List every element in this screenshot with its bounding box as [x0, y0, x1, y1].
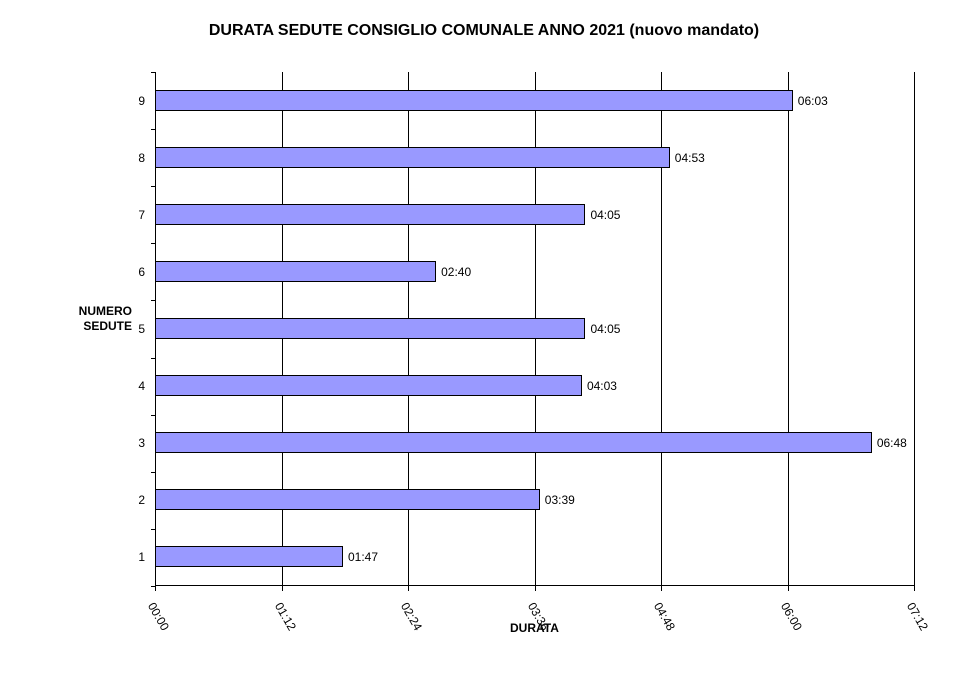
plot-area: 01:47 03:39 06:48 04:03 04:05 02:40 04:05 04:53… — [151, 72, 915, 591]
y-tick — [151, 243, 155, 245]
y-tick — [151, 186, 155, 188]
x-tick-label: 06:00 — [777, 600, 805, 634]
x-tick — [155, 586, 156, 591]
y-tick-label: 2 — [138, 493, 145, 508]
x-axis-title: DURATA — [510, 621, 559, 635]
gridline — [914, 72, 915, 586]
x-tick — [787, 586, 789, 591]
y-axis-title: NUMERO SEDUTE — [78, 304, 132, 333]
bar — [155, 489, 540, 511]
x-tick-label: 04:48 — [650, 600, 679, 634]
bar-value-label: 02:40 — [441, 264, 472, 279]
bar — [155, 432, 872, 454]
y-tick-label: 4 — [138, 379, 145, 394]
x-axis — [155, 585, 914, 586]
y-tick — [151, 586, 155, 587]
y-tick — [151, 72, 155, 73]
y-tick-label: 5 — [138, 322, 145, 336]
y-tick — [151, 300, 155, 302]
y-tick-label: 6 — [138, 264, 145, 279]
y-tick-label: 8 — [138, 150, 145, 165]
x-tick-label: 00:00 — [144, 600, 173, 634]
bar — [155, 318, 586, 339]
bar-value-label: 06:03 — [797, 93, 828, 108]
x-tick — [914, 586, 915, 591]
y-tick-label: 1 — [138, 550, 145, 565]
bar — [155, 546, 343, 568]
bar-value-label: 03:39 — [544, 493, 575, 508]
gridline — [661, 72, 662, 586]
bar-value-label: 04:05 — [590, 207, 621, 222]
chart-title: DURATA SEDUTE CONSIGLIO COMUNALE ANNO 20… — [208, 22, 760, 39]
bar-value-label: 04:53 — [674, 150, 705, 165]
x-tick — [408, 586, 409, 591]
x-tick — [661, 586, 662, 591]
bar — [155, 203, 586, 225]
bar — [155, 89, 793, 111]
x-tick-label: 07:12 — [903, 600, 932, 634]
y-tick — [151, 414, 155, 416]
x-tick — [534, 586, 536, 591]
y-tick — [151, 471, 155, 473]
x-tick — [281, 586, 283, 591]
y-tick-label: 7 — [138, 207, 145, 222]
bar-value-label: 04:03 — [586, 379, 617, 394]
y-tick — [151, 129, 155, 131]
x-tick-label: 02:24 — [397, 600, 426, 634]
x-tick-label: 01:12 — [271, 600, 299, 634]
y-tick-label: 3 — [138, 436, 145, 451]
bar — [155, 375, 582, 397]
y-tick — [151, 528, 155, 530]
bar-value-label: 06:48 — [876, 436, 907, 451]
bar — [155, 146, 670, 168]
gridline — [787, 72, 789, 586]
bar — [155, 260, 437, 282]
bar-value-label: 01:47 — [347, 550, 379, 565]
bar-value-label: 04:05 — [590, 322, 621, 336]
y-tick — [151, 357, 155, 359]
y-tick-label: 9 — [138, 93, 145, 108]
